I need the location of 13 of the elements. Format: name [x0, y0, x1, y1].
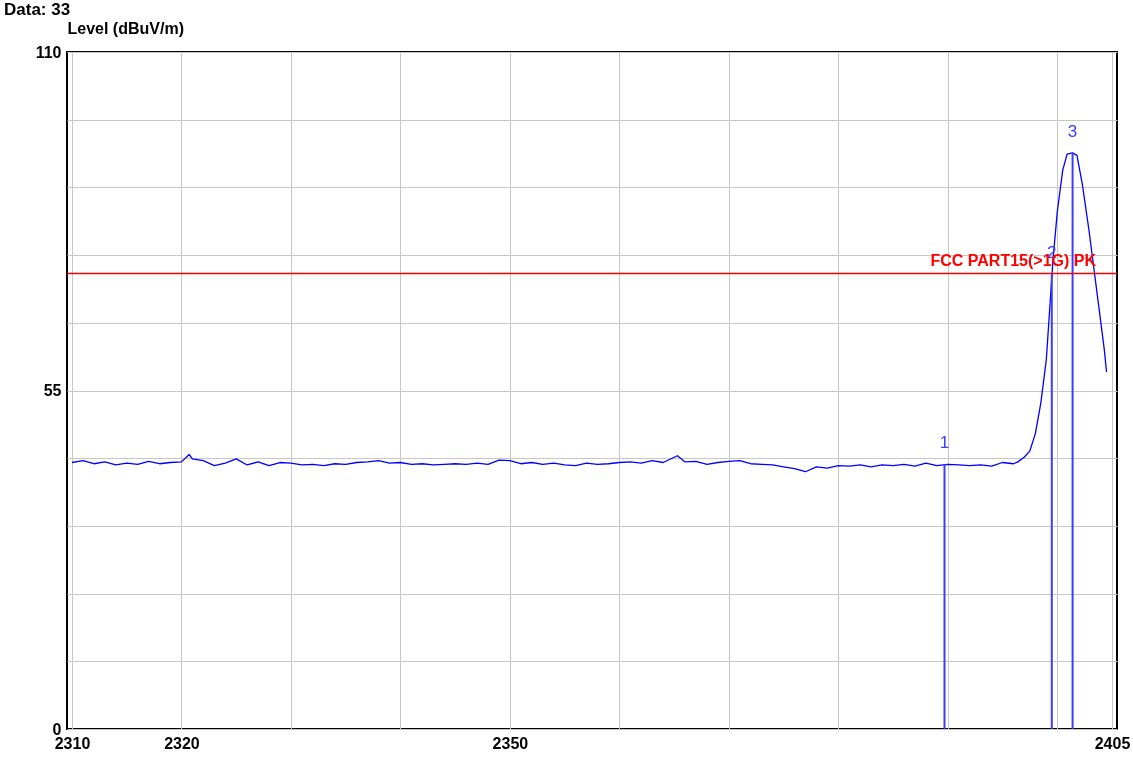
annotation: 3 — [1067, 121, 1078, 141]
bar — [943, 464, 946, 729]
x-tick-label: 2320 — [164, 734, 200, 752]
x-tick-label: 2405 — [1094, 734, 1131, 752]
x-tick-label: 2350 — [492, 734, 529, 752]
y-axis-title: Level (dBuV/m) — [67, 19, 184, 37]
y-tick-label: 55 — [43, 382, 62, 399]
y-tick-label: 110 — [35, 43, 62, 61]
line-series — [71, 152, 1108, 473]
annotation: 1 — [939, 433, 950, 453]
text: Data: 33 — [4, 0, 71, 20]
bar — [1071, 152, 1074, 729]
bar — [1050, 273, 1053, 729]
